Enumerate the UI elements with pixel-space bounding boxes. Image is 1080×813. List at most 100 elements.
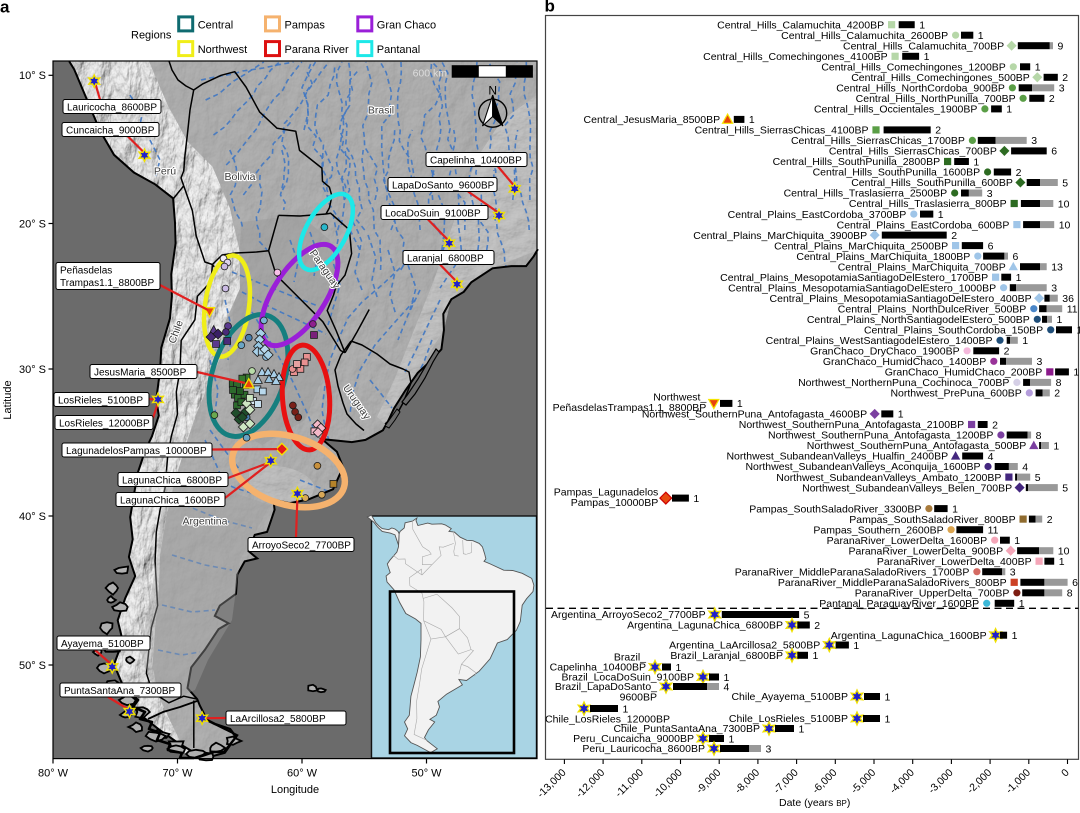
svg-text:Central_Hills_Calamuchita_700B: Central_Hills_Calamuchita_700BP — [843, 40, 1004, 52]
svg-text:8: 8 — [1056, 377, 1062, 389]
svg-text:-8,000: -8,000 — [733, 767, 763, 797]
svg-text:LapaDoSanto_9600BP: LapaDoSanto_9600BP — [392, 180, 495, 191]
svg-text:Central_Plains_MesopotamiaSant: Central_Plains_MesopotamiaSantiagoDelEst… — [770, 293, 1032, 305]
svg-text:Pantanal_ParaguayRiver_1600BP: Pantanal_ParaguayRiver_1600BP — [819, 598, 979, 610]
svg-text:Northwest_SubandeanValleys_Aco: Northwest_SubandeanValleys_Aconquija_160… — [745, 461, 980, 473]
svg-text:1: 1 — [973, 156, 979, 168]
svg-text:Central_Plains_MesopotamiaSant: Central_Plains_MesopotamiaSantiagoDelEst… — [720, 272, 988, 284]
svg-text:-2,000: -2,000 — [965, 767, 995, 797]
svg-text:5: 5 — [804, 609, 810, 621]
svg-text:Central_Hills_Traslasierra_250: Central_Hills_Traslasierra_2500BP — [784, 188, 948, 200]
svg-text:Central_Plains_MarChiquita_700: Central_Plains_MarChiquita_700BP — [838, 261, 1006, 273]
svg-text:Central_Plains_MarChiquita_180: Central_Plains_MarChiquita_1800BP — [796, 251, 970, 263]
svg-text:Parana River: Parana River — [285, 44, 350, 56]
svg-text:Pampas_SouthSaladoRiver_3300BP: Pampas_SouthSaladoRiver_3300BP — [749, 503, 921, 515]
svg-text:PuntaSantaAna_7300BP: PuntaSantaAna_7300BP — [64, 686, 176, 697]
svg-text:LocaDoSuin_9100BP: LocaDoSuin_9100BP — [385, 208, 481, 219]
svg-text:6: 6 — [988, 240, 994, 252]
svg-text:Northwest_SouthernPuna_Antofag: Northwest_SouthernPuna_Antofagasta_500BP — [807, 440, 1027, 452]
svg-text:-7,000: -7,000 — [771, 767, 801, 797]
svg-text:PeñasdelasTrampas1.1_8800BP: PeñasdelasTrampas1.1_8800BP — [553, 402, 707, 414]
svg-text:1: 1 — [938, 209, 944, 221]
svg-text:1: 1 — [693, 493, 699, 505]
svg-text:1: 1 — [1012, 630, 1018, 642]
svg-text:10: 10 — [1059, 219, 1071, 231]
svg-text:80° W: 80° W — [38, 768, 69, 780]
svg-text:2: 2 — [935, 125, 941, 137]
svg-text:4: 4 — [988, 451, 994, 463]
svg-text:1: 1 — [1016, 272, 1022, 284]
svg-text:9600BP: 9600BP — [620, 692, 657, 704]
svg-text:Peru_Cuncaicha_9000BP: Peru_Cuncaicha_9000BP — [573, 733, 694, 745]
svg-text:1: 1 — [885, 713, 891, 725]
svg-text:Chile_PuntaSantaAna_7300BP: Chile_PuntaSantaAna_7300BP — [613, 723, 760, 735]
svg-text:Central_Hills_SouthPunilla_280: Central_Hills_SouthPunilla_2800BP — [773, 156, 941, 168]
svg-text:Central_Hills_SierrasChicas_70: Central_Hills_SierrasChicas_700BP — [829, 146, 997, 158]
svg-text:2: 2 — [1054, 388, 1060, 400]
svg-text:1: 1 — [729, 733, 735, 745]
svg-text:2: 2 — [992, 419, 998, 431]
svg-text:Argentina_LaArcillosa2_5800BP: Argentina_LaArcillosa2_5800BP — [669, 640, 820, 652]
svg-text:30° S: 30° S — [19, 364, 46, 376]
svg-text:6: 6 — [1072, 577, 1078, 589]
svg-text:Central_Hills_Comechingones_12: Central_Hills_Comechingones_1200BP — [821, 62, 1005, 74]
svg-text:2: 2 — [1049, 93, 1055, 105]
svg-text:3: 3 — [1010, 567, 1016, 579]
svg-text:Northwest_NorthernPuna_Cochino: Northwest_NorthernPuna_Cochinoca_700BP — [798, 377, 1009, 389]
svg-text:Central_Plains_NorthSantiagode: Central_Plains_NorthSantiagodelEstero_50… — [807, 314, 1030, 326]
svg-text:N: N — [488, 84, 497, 98]
svg-text:1: 1 — [724, 672, 730, 684]
svg-text:Capelinha_10400BP: Capelinha_10400BP — [550, 662, 646, 674]
svg-text:1: 1 — [623, 703, 629, 715]
svg-text:3: 3 — [1051, 283, 1057, 295]
svg-text:1: 1 — [1014, 535, 1020, 547]
svg-text:Central_Hills_Comechingones_41: Central_Hills_Comechingones_4100BP — [703, 51, 887, 63]
svg-text:11: 11 — [1067, 304, 1078, 316]
svg-text:Central_Hills_NorthCordoba_900: Central_Hills_NorthCordoba_900BP — [836, 83, 1005, 95]
svg-text:-4,000: -4,000 — [887, 767, 917, 797]
svg-text:LosRieles_5100BP: LosRieles_5100BP — [58, 395, 143, 406]
svg-text:LaArcillosa2_5800BP: LaArcillosa2_5800BP — [230, 714, 326, 725]
svg-text:Northwest_: Northwest_ — [653, 392, 706, 404]
svg-text:Northwest_SouthernPuna_Antofag: Northwest_SouthernPuna_Antofagasta_4600B… — [642, 409, 867, 421]
svg-text:ParanaRiver_MiddleParanaSalado: ParanaRiver_MiddleParanaSaladoRivers_800… — [778, 577, 1007, 589]
svg-text:Ayayema_5100BP: Ayayema_5100BP — [61, 639, 144, 650]
svg-text:Pampas: Pampas — [285, 19, 326, 31]
svg-text:1: 1 — [952, 503, 958, 515]
svg-text:10: 10 — [1058, 198, 1070, 210]
svg-text:1: 1 — [1053, 440, 1059, 452]
svg-text:LagunadelosPampas_10000BP: LagunadelosPampas_10000BP — [66, 446, 207, 457]
svg-text:1: 1 — [1035, 62, 1041, 74]
svg-text:1: 1 — [919, 20, 925, 32]
svg-text:8: 8 — [1067, 588, 1073, 600]
svg-text:Central: Central — [198, 19, 233, 31]
svg-text:Central_Plains_MarChiquita_250: Central_Plains_MarChiquita_2500BP — [774, 240, 948, 252]
svg-text:Northwest_PrePuna_600BP: Northwest_PrePuna_600BP — [890, 388, 1021, 400]
svg-text:-13,000: -13,000 — [535, 767, 569, 801]
svg-text:Perú: Perú — [154, 166, 176, 178]
svg-text:Northwest_SouthernPuna_Antofag: Northwest_SouthernPuna_Antofagasta_2100B… — [739, 419, 964, 431]
svg-text:GranChaco_HumidChaco_200BP: GranChaco_HumidChaco_200BP — [885, 367, 1043, 379]
svg-text:Central_Hills_Occientales_1900: Central_Hills_Occientales_1900BP — [814, 104, 977, 116]
svg-text:Central_Hills_SouthPunilla_160: Central_Hills_SouthPunilla_1600BP — [813, 167, 981, 179]
svg-text:3: 3 — [987, 188, 993, 200]
svg-text:1: 1 — [799, 723, 805, 735]
svg-text:Central_Hills_Calamuchita_2600: Central_Hills_Calamuchita_2600BP — [781, 30, 948, 42]
svg-text:Central_Plains_NorthDulceRiver: Central_Plains_NorthDulceRiver_500BP — [838, 303, 1027, 315]
svg-text:Northwest: Northwest — [198, 44, 248, 56]
svg-text:0: 0 — [1059, 767, 1072, 780]
svg-text:11: 11 — [988, 525, 999, 537]
svg-text:Central_Plains_SouthCordoba_15: Central_Plains_SouthCordoba_150BP — [864, 325, 1043, 337]
svg-text:3: 3 — [1059, 83, 1065, 95]
svg-text:3: 3 — [1031, 135, 1037, 147]
svg-text:70° W: 70° W — [162, 768, 193, 780]
svg-text:LosRieles_12000BP: LosRieles_12000BP — [59, 418, 150, 429]
svg-text:Pampas_Lagunadelos: Pampas_Lagunadelos — [554, 486, 659, 498]
svg-text:-10,000: -10,000 — [651, 767, 685, 801]
svg-text:13: 13 — [1051, 262, 1063, 274]
svg-text:Central_Plains_EastCordoba_370: Central_Plains_EastCordoba_3700BP — [728, 209, 907, 221]
svg-text:1: 1 — [676, 662, 682, 674]
svg-text:Regions: Regions — [131, 30, 172, 42]
svg-text:Northwest_SubandeanValleys_Amb: Northwest_SubandeanValleys_Ambato_1200BP — [776, 472, 1001, 484]
svg-text:Pampas_10000BP: Pampas_10000BP — [571, 497, 659, 509]
